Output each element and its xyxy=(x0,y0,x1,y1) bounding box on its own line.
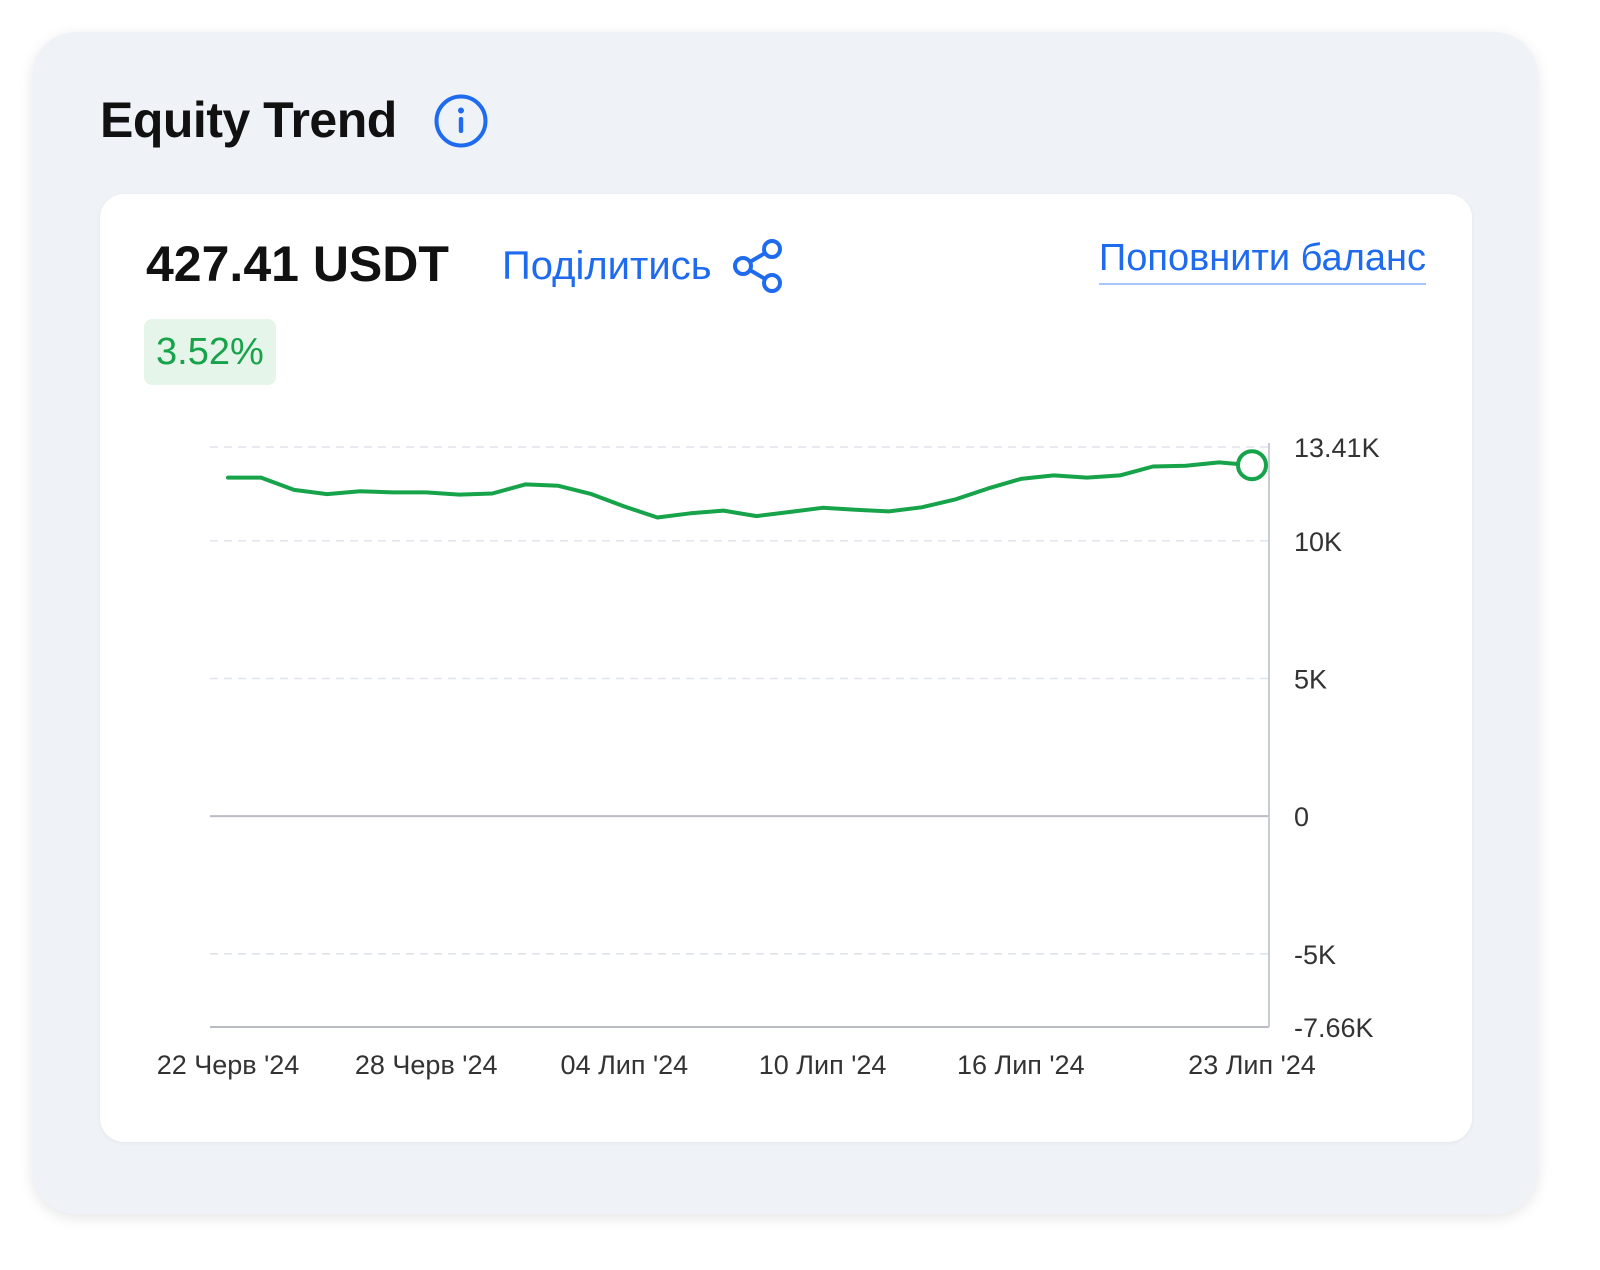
x-tick-label: 04 Лип '24 xyxy=(561,1050,689,1080)
widget-title: Equity Trend xyxy=(100,92,397,148)
y-tick-label: 10K xyxy=(1294,527,1342,557)
y-tick-label: 5K xyxy=(1294,665,1327,695)
x-tick-label: 28 Черв '24 xyxy=(355,1050,498,1080)
y-tick-label: 0 xyxy=(1294,802,1309,832)
change-percent-badge: 3.52% xyxy=(144,319,276,385)
y-tick-label: 13.41K xyxy=(1294,433,1380,463)
x-tick-label: 16 Лип '24 xyxy=(957,1050,1085,1080)
x-tick-label: 23 Лип '24 xyxy=(1188,1050,1316,1080)
info-icon[interactable] xyxy=(434,94,488,148)
share-label: Поділитись xyxy=(502,244,712,288)
x-tick-label: 10 Лип '24 xyxy=(759,1050,887,1080)
equity-card: 427.41 USDT Поділитись Поповнити баланс … xyxy=(100,194,1472,1142)
y-tick-label: -5K xyxy=(1294,940,1336,970)
latest-point-marker xyxy=(1236,449,1268,482)
y-tick-label: -7.66K xyxy=(1294,1013,1374,1043)
share-icon xyxy=(732,239,782,293)
top-up-balance-link[interactable]: Поповнити баланс xyxy=(1098,234,1426,285)
equity-series-line xyxy=(226,460,1254,520)
equity-line-chart: 13.41K 10K 5K 0 -5K -7.66K 22 Черв '24 28 Черв … xyxy=(157,433,1380,1080)
x-tick-label: 22 Черв '24 xyxy=(157,1050,300,1080)
share-button[interactable]: Поділитись xyxy=(502,238,786,294)
balance-value: 427.41 USDT xyxy=(146,236,449,292)
